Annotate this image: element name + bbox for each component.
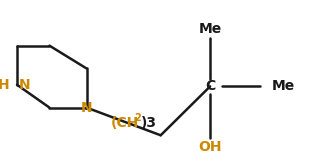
Text: 2: 2: [134, 113, 141, 123]
Text: N: N: [81, 101, 92, 115]
Text: H: H: [0, 78, 9, 92]
Text: (CH: (CH: [111, 116, 139, 130]
Text: Me: Me: [272, 79, 295, 93]
Text: OH: OH: [198, 140, 222, 154]
Text: )3: )3: [141, 116, 157, 130]
Text: N: N: [19, 78, 30, 92]
Text: Me: Me: [198, 22, 222, 36]
Text: C: C: [205, 79, 215, 93]
